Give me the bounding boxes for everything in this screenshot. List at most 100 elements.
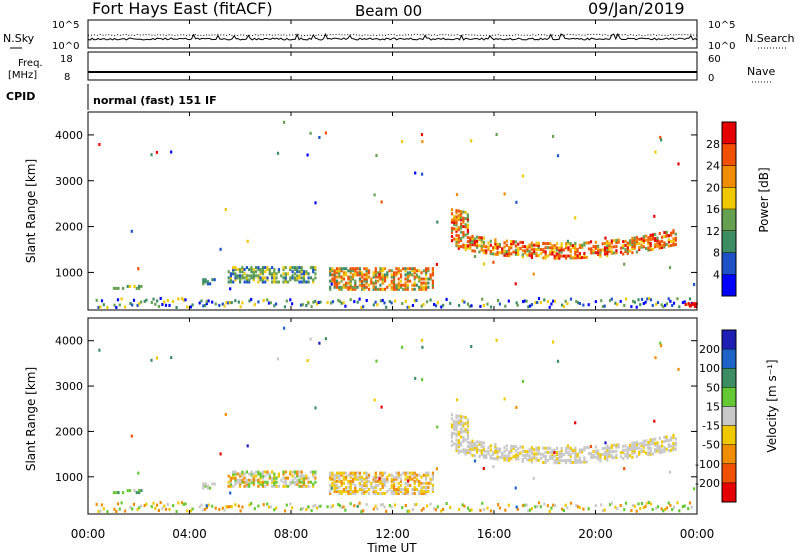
power-cell (358, 277, 361, 281)
power-cell (252, 272, 255, 276)
power-cell (331, 277, 334, 281)
power-cell (422, 277, 425, 281)
power-cell (406, 285, 409, 289)
power-cell (681, 301, 684, 305)
velocity-cell (492, 465, 495, 469)
velocity-cell (510, 456, 513, 460)
power-cell (268, 270, 271, 274)
power-cell (296, 278, 299, 282)
power-cell (340, 301, 343, 305)
power-cell (453, 227, 456, 231)
power-cell (138, 284, 141, 288)
velocity-cell (455, 446, 458, 450)
power-cell (655, 302, 658, 306)
velocity-cell (667, 443, 670, 446)
power-cell (282, 272, 285, 276)
power-cell (421, 140, 424, 144)
velocity-cell (335, 471, 339, 475)
velocity-cell (257, 480, 260, 484)
velocity-cell (349, 471, 352, 475)
power-cell (517, 242, 520, 246)
power-cell (663, 243, 666, 247)
power-cell (228, 301, 231, 305)
power-cell (663, 235, 666, 239)
velocity-cell (329, 473, 332, 477)
velocity-cell (213, 482, 216, 486)
velocity-cell (574, 452, 577, 456)
velocity-cell (259, 480, 262, 484)
power-cell (333, 285, 336, 289)
power-cell (600, 299, 603, 303)
power-cell (211, 278, 214, 282)
power-cell (576, 250, 579, 254)
power-cell (512, 242, 515, 246)
velocity-cell (206, 486, 209, 490)
power-cell (248, 278, 251, 282)
power-cell (462, 220, 465, 224)
velocity-cell (527, 509, 530, 513)
power-cell (654, 150, 657, 154)
velocity-cell (312, 474, 315, 478)
power-cell (466, 227, 469, 231)
velocity-colorbar-tick: -50 (702, 439, 720, 452)
velocity-cell (395, 488, 398, 491)
velocity-cell (603, 446, 607, 450)
power-cell (312, 268, 315, 272)
velocity-cell (262, 503, 265, 507)
velocity-cell (671, 508, 674, 511)
velocity-cell (473, 454, 476, 458)
velocity-cell (420, 508, 423, 512)
velocity-cell (658, 444, 661, 448)
power-cell (678, 305, 681, 309)
power-cell (471, 239, 474, 242)
velocity-cell (427, 481, 430, 485)
power-cell (551, 252, 554, 256)
velocity-cell (592, 453, 595, 457)
velocity-cell (555, 453, 559, 456)
power-cell (335, 281, 339, 285)
velocity-cell (236, 480, 239, 484)
velocity-cell (219, 452, 222, 456)
power-cell (331, 300, 335, 304)
velocity-cell (528, 458, 531, 462)
power-cell (555, 252, 559, 256)
velocity-cell (356, 477, 359, 481)
power-cell (319, 300, 322, 304)
power-cell (494, 240, 497, 244)
power-cell (351, 275, 355, 279)
velocity-cell (291, 480, 294, 484)
velocity-cell (574, 446, 577, 450)
velocity-cell (494, 445, 497, 448)
power-cell (677, 162, 680, 166)
power-cell (610, 249, 613, 253)
velocity-cell (406, 481, 409, 485)
power-cell (314, 201, 317, 205)
power-cell (623, 304, 626, 307)
power-cell (289, 268, 292, 272)
velocity-cell (277, 472, 280, 476)
power-cell (606, 241, 609, 245)
power-cell (508, 254, 511, 258)
power-cell (342, 283, 345, 287)
velocity-cell (363, 490, 366, 493)
velocity-cell (463, 504, 466, 508)
range-tick-label: 3000 (55, 380, 83, 393)
power-cell (504, 304, 507, 308)
velocity-cell (156, 503, 159, 507)
power-cell (425, 269, 428, 273)
power-cell (418, 275, 421, 279)
power-cell (660, 303, 663, 307)
velocity-colorbar-swatch (722, 425, 736, 446)
power-cell (505, 251, 508, 255)
power-cell (329, 279, 332, 283)
power-cell (255, 274, 258, 278)
velocity-cell (473, 444, 476, 448)
power-cell (246, 239, 249, 243)
power-cell (422, 269, 425, 273)
velocity-cell (245, 470, 248, 474)
power-cell (553, 256, 556, 260)
velocity-cell (349, 473, 352, 477)
velocity-cell (478, 440, 481, 444)
velocity-cell (473, 442, 476, 445)
